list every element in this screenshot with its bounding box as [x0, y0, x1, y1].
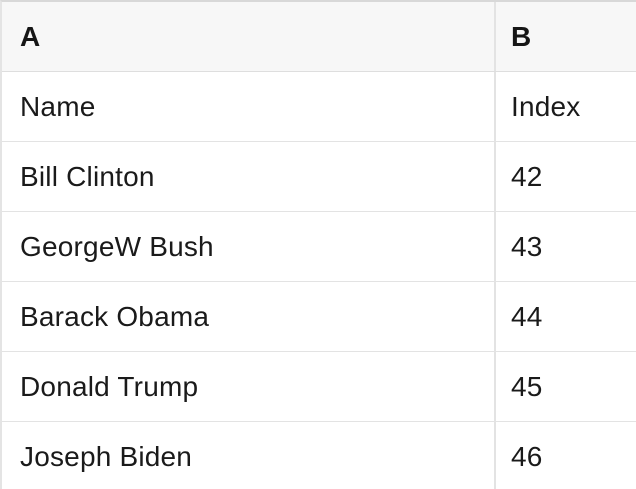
cell-name[interactable]: Donald Trump — [2, 352, 496, 421]
cell-index-label[interactable]: Index — [511, 90, 581, 122]
cell-index[interactable]: 43 — [511, 230, 543, 262]
table-row: Barack Obama 44 — [2, 282, 636, 352]
field-header-row: Name Index — [2, 72, 636, 142]
table-row: GeorgeW Bush 43 — [2, 212, 636, 282]
cell-index[interactable]: 44 — [511, 300, 543, 332]
cell-name[interactable]: Barack Obama — [2, 282, 496, 351]
cell-index[interactable]: 45 — [511, 370, 543, 402]
column-letter-header-row: A B — [2, 2, 636, 72]
table-row: Donald Trump 45 — [2, 352, 636, 422]
table-row: Joseph Biden 46 — [2, 422, 636, 489]
cell-name[interactable]: GeorgeW Bush — [2, 212, 496, 281]
table-row: Bill Clinton 42 — [2, 142, 636, 212]
cell-index[interactable]: 42 — [511, 160, 543, 192]
cell-index[interactable]: 46 — [511, 440, 543, 472]
cell-name[interactable]: Bill Clinton — [2, 142, 496, 211]
column-header-a[interactable]: A — [2, 2, 496, 71]
column-header-b[interactable]: B — [511, 20, 532, 52]
cell-name[interactable]: Joseph Biden — [2, 422, 496, 489]
cell-name-label[interactable]: Name — [2, 72, 496, 141]
